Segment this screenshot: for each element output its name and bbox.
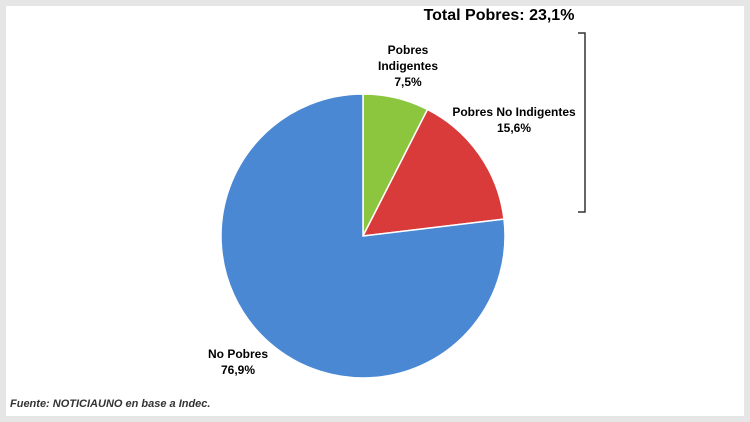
pie-slice	[361, 108, 505, 237]
annotation: Total Pobres: 23,1%	[423, 7, 575, 24]
pie	[220, 93, 506, 379]
source-note: Fuente: NOTICIAUNO en base a Indec.	[10, 398, 211, 410]
category-label: Pobres Indigentes	[377, 43, 438, 73]
category-label: Pobres No Indigentes	[452, 105, 576, 119]
value-label: 15,6%	[496, 121, 532, 135]
pie-slice	[220, 93, 506, 379]
value-label: 76,9%	[220, 363, 256, 377]
slice-label: Pobres No Indigentes 15,6%	[444, 104, 584, 136]
value-label: 7,5%	[394, 75, 422, 89]
bracket	[578, 32, 586, 213]
slice-label: No Pobres 76,9%	[198, 346, 278, 378]
slice-label: Pobres Indigentes 7,5%	[368, 42, 448, 90]
category-label: No Pobres	[207, 347, 268, 361]
